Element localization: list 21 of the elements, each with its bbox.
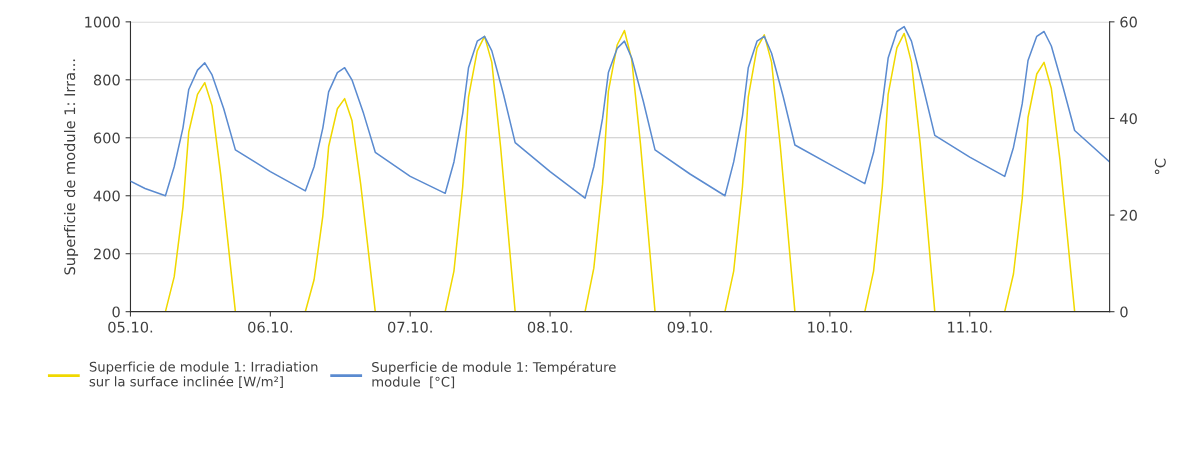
y-tick-label: 400 [93,190,120,202]
y2-tick-label: 0 [1120,306,1128,318]
x-tick-label: 09.10. [667,321,712,333]
y2-tick-label: 60 [1120,16,1137,28]
y-tick-label: 0 [112,306,120,318]
x-tick-label: 07.10. [388,321,432,333]
y-axis-title: Superficie de module 1: Irra... [63,59,79,275]
x-tick-label: 08.10. [527,321,572,333]
y-tick-label: 800 [93,74,120,86]
y-tick-label: 200 [93,248,120,260]
x-tick-label: 11.10. [948,321,992,333]
y-tick-label: 1000 [85,16,120,28]
legend-label: Superficie de module 1: Température module [°C] [372,361,616,389]
legend-label: Superficie de module 1: Irradiation sur la surface inclinée [W/m²] [89,361,318,389]
y2-tick-label: 20 [1120,209,1137,221]
x-tick-label: 10.10. [808,321,852,333]
y2-tick-label: 40 [1120,113,1137,125]
x-tick-label: 06.10. [248,321,292,333]
y2-axis-title: °C [1154,158,1166,175]
y-tick-label: 600 [93,132,120,144]
x-tick-label: 05.10. [108,321,153,333]
